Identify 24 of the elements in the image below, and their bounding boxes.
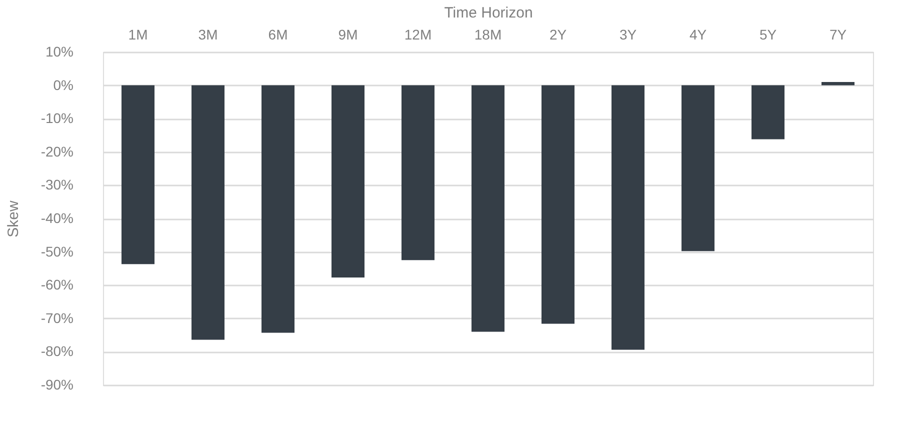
x-tick-label: 12M <box>404 26 432 42</box>
y-tick-label: 0% <box>53 76 74 93</box>
y-tick-label: -70% <box>40 310 74 326</box>
x-tick-label: 7Y <box>829 26 848 42</box>
y-tick-label: -60% <box>40 276 74 293</box>
x-tick-label: 6M <box>268 26 288 42</box>
x-tick-label: 4Y <box>689 26 708 42</box>
y-tick-label: -30% <box>40 176 74 193</box>
x-tick-label: 3M <box>198 26 218 42</box>
x-tick-label: 5Y <box>759 26 778 42</box>
x-axis-title: Time Horizon <box>444 4 533 22</box>
y-tick-label: -40% <box>40 210 74 226</box>
x-tick-label: 9M <box>338 26 358 42</box>
y-tick-label: -10% <box>40 110 74 126</box>
x-tick-label: 2Y <box>549 26 568 42</box>
y-tick-label: -80% <box>40 343 74 360</box>
y-tick-label: 10% <box>45 44 74 60</box>
y-axis-title: Skew <box>4 200 22 238</box>
x-tick-label: 3Y <box>619 26 638 42</box>
x-tick-label: 18M <box>474 26 502 42</box>
x-tick-label: 1M <box>128 26 148 42</box>
y-tick-label: -90% <box>40 376 74 392</box>
y-tick-label: -20% <box>40 143 74 160</box>
y-tick-label: -50% <box>40 243 74 260</box>
